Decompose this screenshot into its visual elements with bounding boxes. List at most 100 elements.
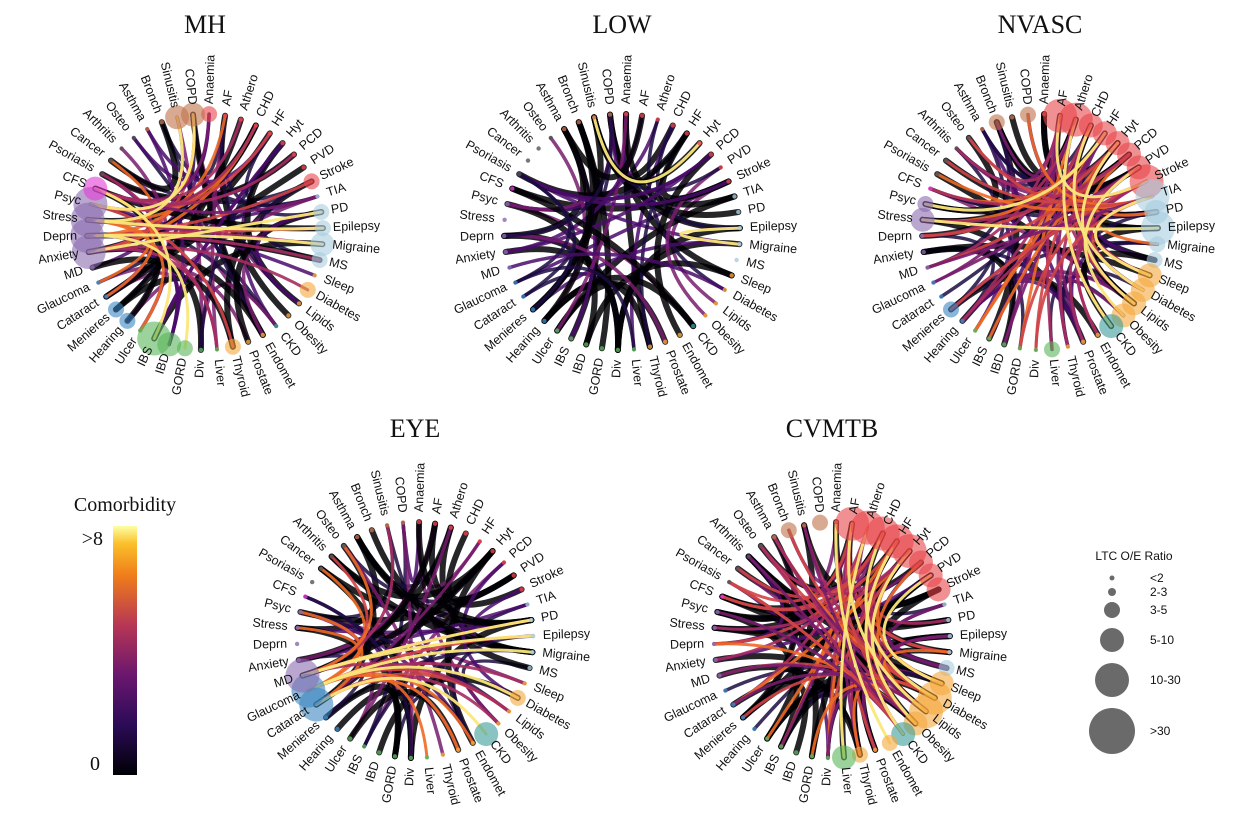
condition-label: IBD [780, 760, 800, 784]
chord-panel-nvasc: NVASC Anaemia AF AtheroCHDHFHytPCDPVDStrok… [870, 10, 1216, 398]
node-sinusitis [1009, 115, 1015, 120]
condition-label: Anxiety [872, 246, 916, 267]
condition-label: Psyc [53, 188, 83, 208]
node-chd [253, 123, 258, 128]
condition-label: Migraine [542, 646, 591, 665]
node-md [717, 673, 722, 678]
size-legend-label: >30 [1150, 724, 1171, 738]
node-anxiety [713, 657, 718, 663]
node-chd [463, 531, 468, 536]
node-osteo [758, 543, 763, 549]
chord-links [501, 111, 743, 353]
condition-labels: Anaemia AF AtheroCHDHFHytPCDPVDStrokeTIAPD… [452, 54, 798, 398]
node-menieres [530, 307, 536, 312]
condition-label: CFS [60, 169, 88, 191]
node-ibs [137, 321, 172, 356]
condition-label: MD [62, 263, 85, 282]
condition-label: GORD [586, 357, 606, 396]
node-anaemia [416, 519, 422, 525]
node-ms [527, 665, 532, 671]
node-pd [946, 617, 951, 623]
condition-label: Liver [629, 359, 646, 387]
node-diabetes [509, 689, 526, 706]
colorbar-max-label: >8 [82, 528, 103, 550]
node-psyc [917, 196, 934, 212]
node-prostate [246, 339, 251, 344]
condition-label: Migraine [959, 646, 1008, 665]
condition-label: PD [747, 200, 766, 217]
node-hearing [960, 318, 965, 324]
condition-label: Liver [422, 767, 439, 795]
chord-link-strong [1062, 118, 1113, 328]
condition-label: Liver [1047, 359, 1064, 387]
colorbar-title: Comorbidity [74, 494, 176, 516]
node-bronch [780, 522, 797, 539]
node-epilepsy [1140, 211, 1175, 246]
chord-link-strong [870, 549, 917, 725]
chord-link-strong [592, 115, 702, 184]
node-lipids [713, 301, 719, 306]
node-endomet [470, 740, 475, 746]
node-stress [712, 625, 717, 630]
node-ibd [584, 342, 589, 347]
chord-link [887, 602, 949, 670]
chord-link [541, 126, 592, 324]
condition-label: PD [330, 200, 349, 217]
panel-title-cvmtb: CVMTB [786, 414, 878, 443]
condition-label: TIA [535, 588, 558, 607]
chord-link-strong [1081, 141, 1136, 305]
chord-link-strong [864, 539, 905, 736]
node-cataract [731, 702, 736, 707]
chord-link [517, 172, 577, 312]
node-sinusitis [384, 523, 390, 528]
node-cfs [928, 186, 933, 191]
node-div [1033, 347, 1039, 353]
condition-label: COPD [1017, 68, 1035, 105]
node-cancer [318, 566, 324, 571]
condition-label: Psyc [888, 188, 918, 208]
condition-label: AF [636, 88, 653, 106]
condition-label: IBD [363, 760, 383, 784]
chord-nodes [285, 519, 536, 761]
node-osteo [131, 135, 136, 141]
condition-label: CFS [687, 577, 715, 599]
node-deprn [711, 641, 717, 647]
node-liver [214, 347, 220, 352]
condition-label: IBS [761, 752, 782, 776]
node-hyt [280, 140, 285, 146]
node-ckd [274, 323, 279, 329]
node-obesity [286, 313, 291, 318]
condition-label: MS [328, 255, 350, 273]
node-div [408, 755, 414, 761]
chord-link [561, 112, 646, 181]
node-ibs [987, 336, 992, 341]
node-gord [809, 754, 815, 759]
condition-label: MS [1163, 255, 1185, 273]
node-ibs [779, 744, 784, 749]
node-prostate [1081, 339, 1086, 344]
node-ckd [691, 323, 696, 329]
condition-label: HF [479, 515, 500, 537]
condition-label: Migraine [332, 238, 381, 257]
condition-label: Anxiety [664, 654, 708, 675]
condition-label: Anxiety [454, 246, 498, 267]
node-hyt [490, 548, 495, 554]
condition-label: MS [745, 255, 767, 273]
panel-title-nvasc: NVASC [998, 10, 1083, 39]
chord-link [623, 111, 738, 208]
chord-link [555, 112, 628, 333]
chord-link-strong [921, 218, 1160, 231]
chord-link [949, 179, 1149, 311]
chord-link-strong [93, 187, 172, 340]
chord-panel-mh: MH Anaemia AF AtheroCHDHFHytPCDPVDStrokeTI… [35, 10, 381, 398]
node-hearing [335, 726, 340, 732]
condition-label: Liver [839, 767, 856, 795]
node-epilepsy [947, 633, 953, 639]
chord-link [731, 672, 928, 713]
node-liver [631, 347, 637, 352]
chord-link [654, 151, 714, 338]
chord-link [502, 234, 667, 344]
node-stroke [303, 173, 320, 190]
chord-link-strong [834, 520, 892, 745]
